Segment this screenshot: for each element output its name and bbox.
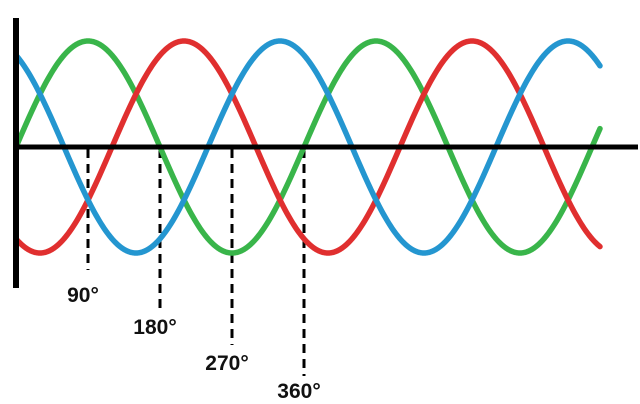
- tick-label-360: 360°: [277, 380, 320, 403]
- series-lines: [13, 38, 603, 256]
- series-line-2: [13, 38, 603, 256]
- axes: [13, 18, 638, 288]
- tick-label-90: 90°: [67, 284, 99, 307]
- series-line-1: [13, 38, 603, 256]
- tick-label-270: 270°: [205, 352, 248, 375]
- tick-label-180: 180°: [133, 316, 176, 339]
- series-line-3: [13, 38, 603, 256]
- tick-labels: 90° 180° 270° 360°: [67, 284, 321, 403]
- guide-lines: [86, 149, 306, 376]
